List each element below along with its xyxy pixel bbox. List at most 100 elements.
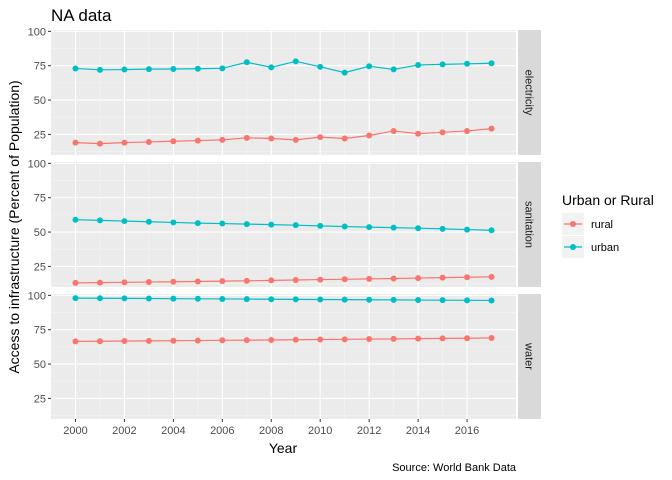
data-point-urban (121, 295, 128, 302)
data-point-rural (194, 337, 201, 344)
data-point-urban (488, 297, 495, 304)
data-point-rural (219, 337, 226, 344)
chart-title: NA data (51, 6, 112, 25)
data-point-urban (170, 295, 177, 302)
data-point-rural (268, 337, 275, 344)
data-point-urban (194, 295, 201, 302)
facet-panel-water: 25 50 75 100 water (28, 290, 541, 419)
series-line-rural (75, 128, 492, 145)
data-point-urban (121, 218, 128, 225)
legend: Urban or Rural rural urban (562, 192, 654, 258)
y-tick-label: 75 (34, 61, 46, 73)
y-tick-label: 25 (34, 261, 46, 273)
x-tick-label: 2016 (455, 425, 479, 437)
data-point-urban (72, 65, 79, 72)
data-point-rural (121, 279, 128, 286)
data-point-urban (341, 223, 348, 230)
data-point-urban (194, 65, 201, 72)
data-point-rural (317, 336, 324, 343)
data-point-rural (488, 273, 495, 280)
data-point-rural (464, 274, 471, 281)
data-point-rural (390, 275, 397, 282)
data-point-urban (415, 225, 422, 232)
data-point-rural (341, 336, 348, 343)
data-point-rural (390, 335, 397, 342)
data-point-urban (219, 65, 226, 72)
data-point-urban (96, 66, 103, 73)
y-axis-title: Access to infrastructure (Percent of Pop… (6, 80, 22, 373)
data-point-rural (464, 335, 471, 342)
data-point-rural (72, 279, 79, 286)
data-point-urban (439, 297, 446, 304)
facet-strip (518, 162, 541, 287)
data-point-rural (96, 279, 103, 286)
x-tick-label: 2008 (259, 425, 283, 437)
series-line-urban (75, 219, 492, 231)
y-tick-label: 50 (34, 227, 46, 239)
data-point-rural (219, 136, 226, 143)
data-point-urban (317, 222, 324, 229)
data-point-urban (170, 66, 177, 73)
data-point-urban (145, 66, 152, 73)
data-point-urban (488, 60, 495, 67)
series-line-rural (75, 337, 492, 342)
data-point-rural (464, 127, 471, 134)
data-point-rural (439, 335, 446, 342)
y-tick-label: 50 (34, 359, 46, 371)
data-point-rural (292, 276, 299, 283)
data-point-rural (341, 276, 348, 283)
data-point-rural (366, 275, 373, 282)
data-point-urban (292, 222, 299, 229)
legend-title: Urban or Rural (562, 192, 654, 208)
data-point-urban (219, 220, 226, 227)
data-point-urban (341, 69, 348, 76)
series-line-urban (75, 297, 492, 302)
data-point-rural (488, 125, 495, 132)
data-point-rural (72, 338, 79, 345)
data-point-urban (317, 296, 324, 303)
x-tick-label: 2012 (357, 425, 381, 437)
data-point-urban (96, 295, 103, 302)
facet-strip (518, 30, 541, 155)
chart-caption: Source: World Bank Data (392, 462, 517, 474)
data-point-urban (96, 217, 103, 224)
data-point-rural (366, 132, 373, 139)
data-point-urban (464, 60, 471, 67)
data-point-rural (292, 336, 299, 343)
data-point-rural (390, 127, 397, 134)
y-tick-label: 50 (34, 95, 46, 107)
legend-label-rural: rural (591, 219, 613, 231)
data-point-urban (488, 227, 495, 234)
data-point-rural (194, 278, 201, 285)
series-line-rural (75, 276, 492, 284)
series-line-urban (75, 60, 492, 74)
legend-key-point-rural (570, 221, 576, 227)
data-point-rural (219, 278, 226, 285)
data-point-rural (170, 337, 177, 344)
data-point-rural (96, 338, 103, 345)
data-point-urban (464, 226, 471, 233)
data-point-urban (268, 64, 275, 71)
data-point-rural (243, 277, 250, 284)
data-point-urban (121, 66, 128, 73)
legend-label-urban: urban (591, 242, 619, 254)
y-tick-label: 25 (34, 393, 46, 405)
x-tick-label: 2006 (210, 425, 234, 437)
data-point-urban (366, 224, 373, 231)
data-point-rural (439, 129, 446, 136)
data-point-urban (268, 296, 275, 303)
data-point-urban (439, 61, 446, 68)
legend-key-point-urban (570, 244, 576, 250)
facet-strip (518, 294, 541, 419)
data-point-rural (268, 135, 275, 142)
data-point-urban (145, 218, 152, 225)
data-point-rural (488, 334, 495, 341)
x-axis-title: Year (269, 440, 298, 456)
data-point-rural (170, 278, 177, 285)
y-tick-label: 100 (28, 290, 46, 302)
x-axis: 2000 2002 2004 2006 2008 2010 2012 2014 2016 (63, 419, 479, 437)
facet-strip-label: electricity (523, 70, 535, 116)
y-tick-label: 75 (34, 325, 46, 337)
y-tick-label: 75 (34, 193, 46, 205)
